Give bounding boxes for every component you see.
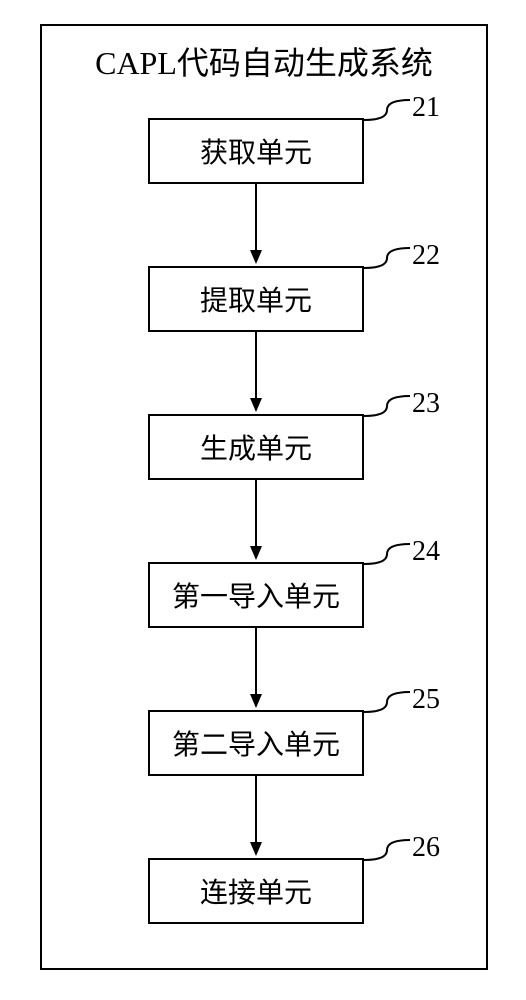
flow-node-n3: 生成单元 bbox=[148, 414, 364, 480]
flow-node-label: 生成单元 bbox=[200, 427, 312, 467]
reference-number: 26 bbox=[412, 832, 440, 864]
flow-node-n1: 获取单元 bbox=[148, 118, 364, 184]
flow-node-n5: 第二导入单元 bbox=[148, 710, 364, 776]
reference-number: 22 bbox=[412, 240, 440, 272]
flow-node-label: 连接单元 bbox=[200, 871, 312, 911]
flow-node-n2: 提取单元 bbox=[148, 266, 364, 332]
reference-number: 23 bbox=[412, 388, 440, 420]
flow-node-label: 提取单元 bbox=[200, 279, 312, 319]
reference-number: 25 bbox=[412, 684, 440, 716]
diagram-title: CAPL代码自动生成系统 bbox=[60, 38, 468, 84]
flow-node-label: 获取单元 bbox=[200, 131, 312, 171]
flow-node-n4: 第一导入单元 bbox=[148, 562, 364, 628]
flow-node-label: 第一导入单元 bbox=[172, 575, 340, 615]
flow-node-n6: 连接单元 bbox=[148, 858, 364, 924]
reference-number: 24 bbox=[412, 536, 440, 568]
reference-number: 21 bbox=[412, 92, 440, 124]
flow-node-label: 第二导入单元 bbox=[172, 723, 340, 763]
